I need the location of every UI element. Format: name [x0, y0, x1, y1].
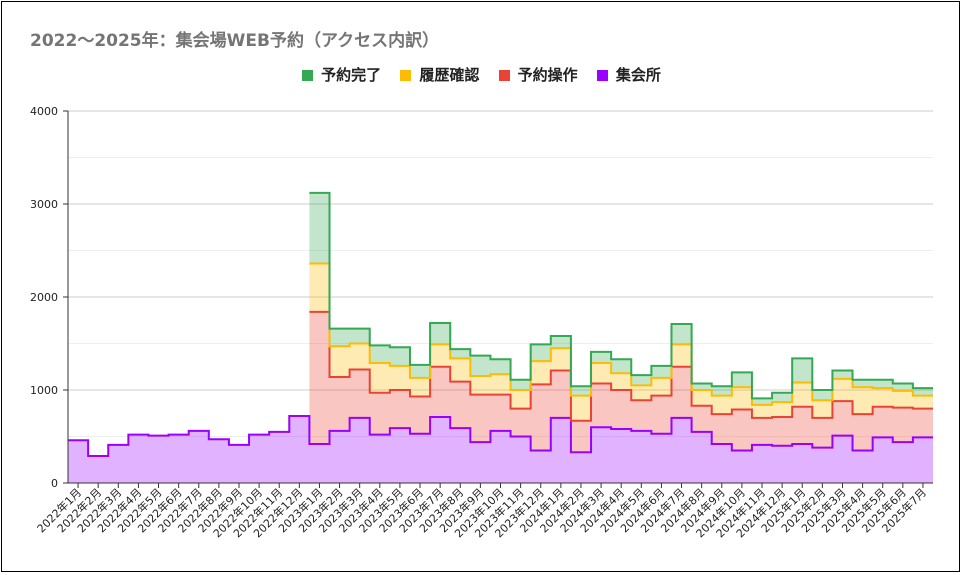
legend-item-履歴確認[interactable]: 履歴確認: [400, 64, 479, 85]
chart-title: 2022〜2025年：集会場WEB予約（アクセス内訳）: [30, 31, 440, 51]
legend-label: 集会所: [615, 66, 661, 84]
series-area-予約操作: [68, 311, 933, 457]
y-tick-label: 1000: [30, 384, 58, 397]
series-line-予約完了: [309, 191, 933, 400]
legend-swatch: [302, 70, 314, 81]
y-tick-label: 2000: [30, 291, 58, 304]
series-area-予約完了: [68, 192, 933, 457]
series-line-集会所: [68, 415, 933, 458]
y-tick-label: 3000: [30, 198, 58, 211]
y-tick-label: 4000: [30, 105, 58, 118]
legend-label: 履歴確認: [419, 66, 480, 84]
legend-swatch: [596, 70, 608, 81]
legend-item-予約操作[interactable]: 予約操作: [498, 64, 578, 85]
y-tick-label: 0: [51, 477, 58, 490]
legend-item-集会所[interactable]: 集会所: [596, 64, 661, 85]
legend-swatch: [498, 70, 510, 81]
legend-label: 予約完了: [321, 66, 382, 84]
legend-item-予約完了[interactable]: 予約完了: [302, 64, 381, 85]
legend-swatch: [400, 70, 412, 81]
series-line-履歴確認: [309, 262, 933, 406]
legend-label: 予約操作: [517, 66, 578, 84]
series-line-予約操作: [309, 310, 933, 422]
legend: 予約完了 履歴確認 予約操作 集会所: [0, 64, 963, 85]
series-area-履歴確認: [68, 263, 933, 457]
